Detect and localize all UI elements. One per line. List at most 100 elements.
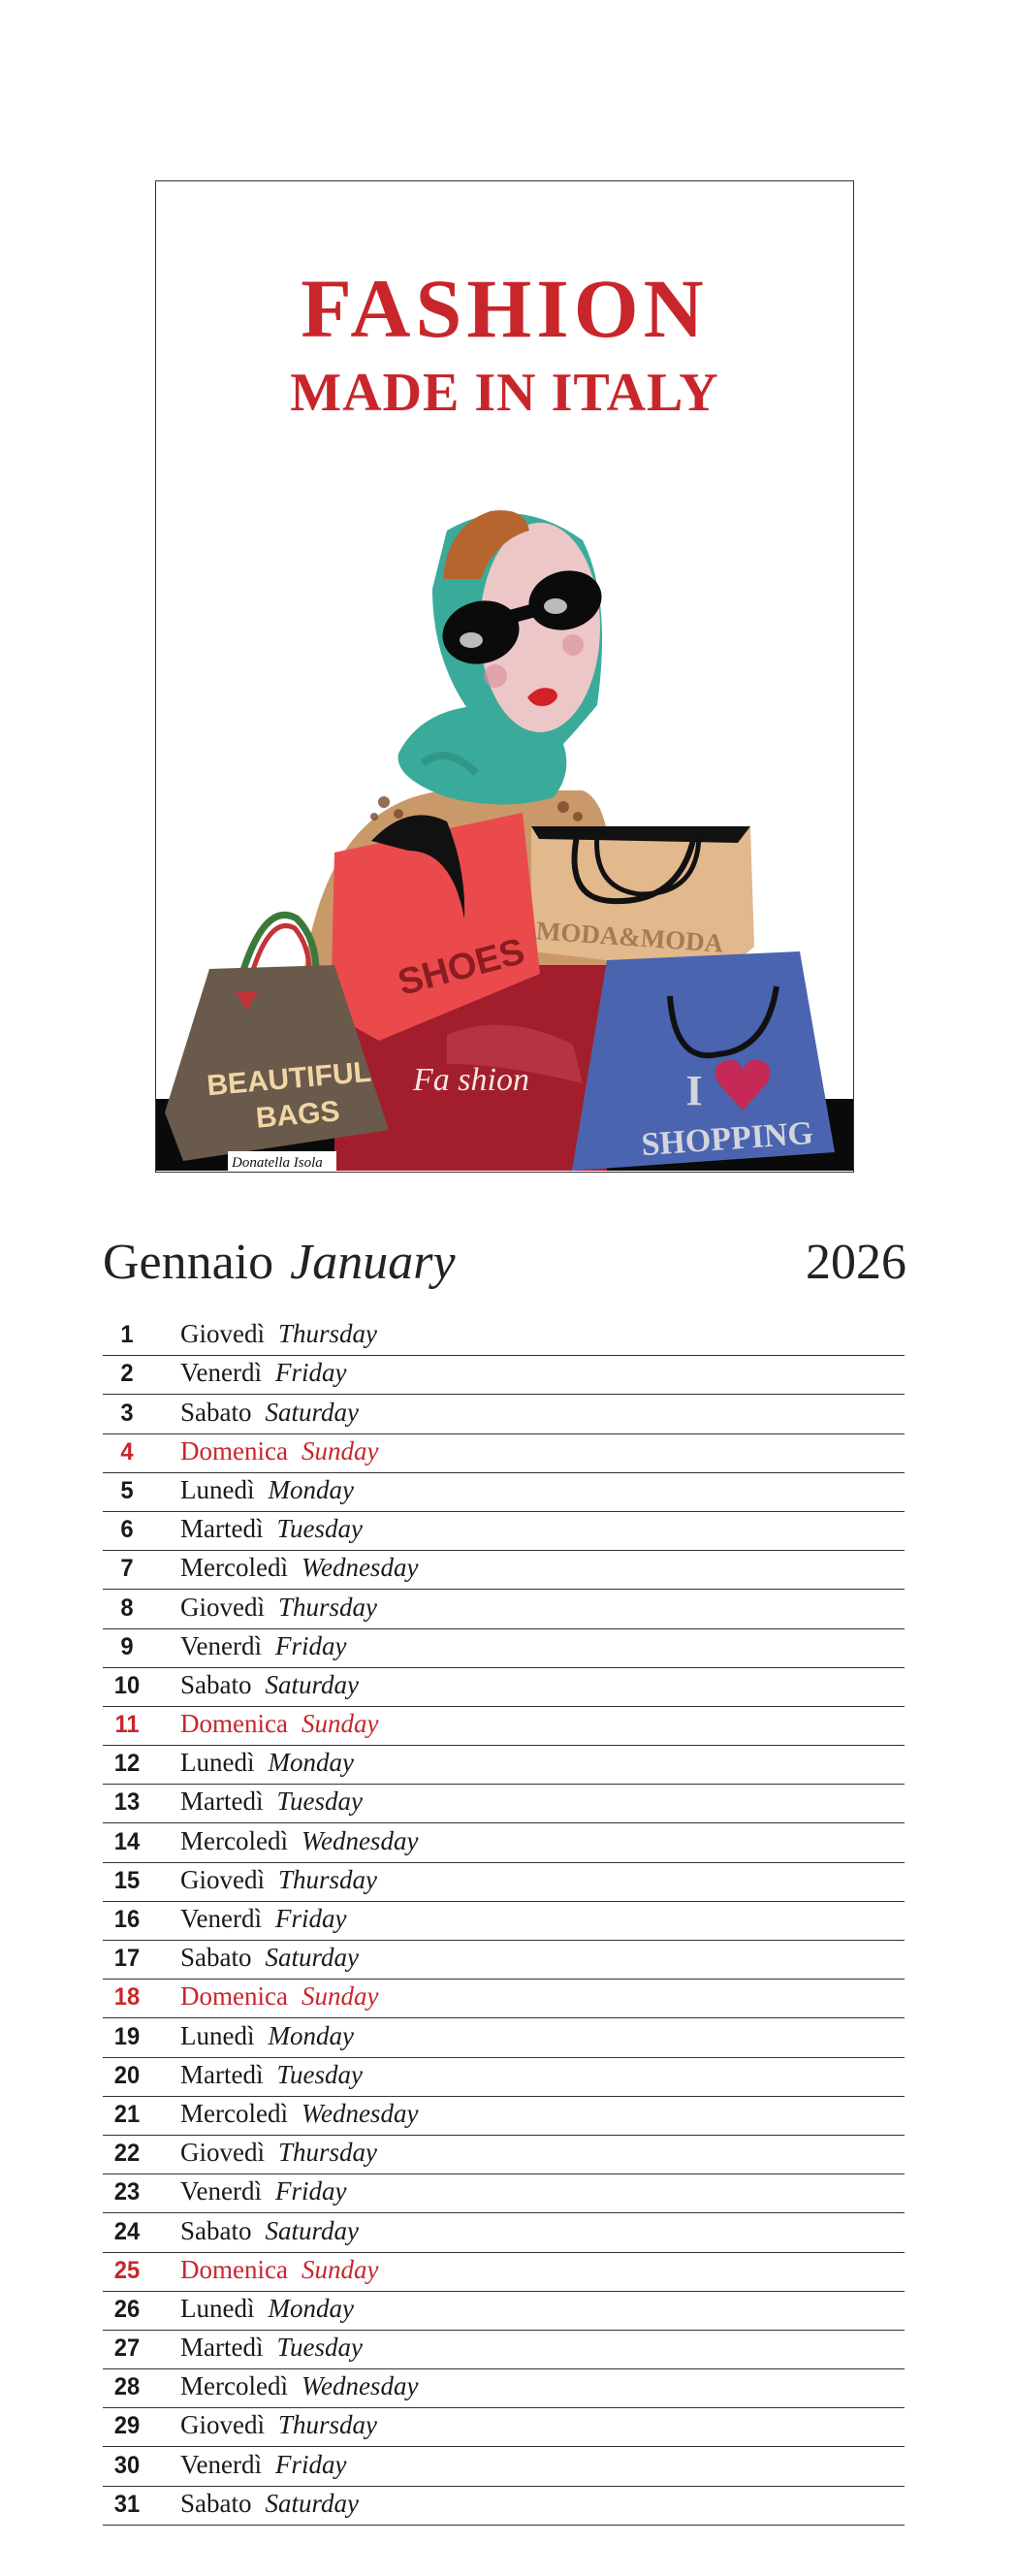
month-english: January — [290, 1235, 456, 1290]
day-name-english: Wednesday — [301, 2371, 419, 2401]
day-name-italian: Lunedì — [180, 2020, 255, 2050]
day-row: 27 Martedì Tuesday — [103, 2331, 905, 2370]
day-name-english: Tuesday — [276, 1514, 363, 1544]
day-row: 5 Lunedì Monday — [103, 1473, 905, 1512]
day-number: 8 — [120, 1594, 134, 1622]
day-name-english: Friday — [274, 2176, 347, 2206]
day-row: 20 Martedì Tuesday — [103, 2058, 905, 2097]
day-name-english: Monday — [268, 2020, 354, 2050]
day-row: 24 Sabato Saturday — [103, 2213, 905, 2253]
day-number: 26 — [113, 2295, 141, 2323]
day-name-english: Thursday — [278, 1319, 378, 1349]
day-name-italian: Mercoledì — [180, 2098, 288, 2128]
day-name-english: Tuesday — [276, 2333, 363, 2363]
day-number: 15 — [113, 1866, 141, 1894]
day-number: 3 — [120, 1399, 134, 1427]
day-name-italian: Sabato — [180, 1943, 252, 1973]
day-name-english: Sunday — [301, 2254, 379, 2284]
day-number: 19 — [113, 2022, 141, 2050]
day-row: 1 Giovedì Thursday — [103, 1317, 905, 1357]
day-name-italian: Giovedì — [180, 2138, 265, 2168]
bags-label: BAGS — [255, 1095, 341, 1134]
artist-signature: Donatella Isola — [231, 1155, 323, 1171]
day-name-english: Saturday — [265, 1669, 360, 1699]
day-number: 28 — [113, 2373, 141, 2401]
day-row: 28 Mercoledì Wednesday — [103, 2369, 905, 2409]
day-row: 25 Domenica Sunday — [103, 2253, 905, 2292]
poster-title: FASHION — [301, 262, 709, 355]
day-name-english: Tuesday — [276, 2059, 363, 2089]
beautiful-bags-bag — [165, 965, 389, 1161]
day-number: 12 — [113, 1750, 141, 1778]
day-name-italian: Venerdì — [180, 1630, 262, 1660]
day-number: 10 — [113, 1671, 141, 1699]
day-name-italian: Venerdì — [180, 2176, 262, 2206]
day-name-english: Thursday — [278, 2138, 378, 2168]
day-row: 11 Domenica Sunday — [103, 1707, 905, 1747]
day-row: 7 Mercoledì Wednesday — [103, 1551, 905, 1591]
day-name-italian: Martedì — [180, 1514, 264, 1544]
shoes-bag — [331, 813, 540, 1041]
day-name-english: Friday — [274, 1630, 347, 1660]
month-title: Gennaio January — [103, 1238, 456, 1288]
day-row: 2 Venerdì Friday — [103, 1356, 905, 1396]
day-name-english: Friday — [274, 1358, 347, 1388]
day-name-english: Saturday — [265, 1397, 360, 1427]
day-name-english: Sunday — [301, 1981, 379, 2012]
poster-subtitle: MADE IN ITALY — [290, 363, 719, 423]
day-name-english: Sunday — [301, 1709, 379, 1739]
day-row: 31 Sabato Saturday — [103, 2487, 905, 2526]
day-name-english: Saturday — [265, 2215, 360, 2245]
heart-icon — [714, 1059, 771, 1111]
lips — [527, 688, 557, 706]
day-number: 20 — [113, 2061, 141, 2089]
day-name-english: Monday — [268, 1748, 354, 1778]
day-row: 13 Martedì Tuesday — [103, 1785, 905, 1824]
day-number: 23 — [113, 2178, 141, 2206]
day-row: 23 Venerdì Friday — [103, 2174, 905, 2214]
day-number: 14 — [113, 1827, 141, 1855]
day-number: 6 — [120, 1516, 134, 1544]
day-name-italian: Giovedì — [180, 1864, 265, 1894]
day-number: 4 — [120, 1437, 134, 1465]
day-name-italian: Lunedì — [180, 2293, 255, 2323]
i-label: I — [685, 1067, 702, 1114]
day-name-english: Wednesday — [301, 1825, 419, 1855]
day-name-english: Monday — [268, 1474, 354, 1504]
day-name-italian: Domenica — [180, 1981, 288, 2012]
day-name-italian: Venerdì — [180, 1358, 262, 1388]
day-number: 11 — [114, 1711, 140, 1739]
day-row: 19 Lunedì Monday — [103, 2018, 905, 2058]
day-number: 2 — [120, 1360, 134, 1388]
day-number: 30 — [113, 2451, 141, 2479]
day-row: 18 Domenica Sunday — [103, 1980, 905, 2019]
day-name-italian: Sabato — [180, 1397, 252, 1427]
day-row: 21 Mercoledì Wednesday — [103, 2097, 905, 2136]
day-name-italian: Giovedì — [180, 1319, 265, 1349]
day-row: 14 Mercoledì Wednesday — [103, 1823, 905, 1863]
day-name-english: Friday — [274, 1904, 347, 1933]
day-name-english: Tuesday — [276, 1787, 363, 1817]
day-name-italian: Martedì — [180, 1787, 264, 1817]
day-number: 16 — [113, 1906, 141, 1933]
day-number: 27 — [113, 2334, 141, 2363]
day-name-italian: Giovedì — [180, 1592, 265, 1622]
day-row: 9 Venerdì Friday — [103, 1629, 905, 1668]
day-number: 21 — [113, 2100, 141, 2128]
day-number: 1 — [120, 1321, 134, 1349]
day-number: 24 — [113, 2217, 141, 2245]
day-name-italian: Mercoledì — [180, 2371, 288, 2401]
day-row: 17 Sabato Saturday — [103, 1941, 905, 1980]
day-name-english: Sunday — [301, 1435, 379, 1465]
day-number: 13 — [113, 1788, 141, 1817]
day-row: 8 Giovedì Thursday — [103, 1590, 905, 1629]
day-name-english: Saturday — [265, 1943, 360, 1973]
day-row: 12 Lunedì Monday — [103, 1746, 905, 1786]
fashion-illustration: Fa shion MODA&MODA SHOES BEAUTIFUL BAGS … — [156, 510, 853, 1171]
day-row: 15 Giovedì Thursday — [103, 1863, 905, 1902]
hair — [443, 510, 529, 579]
day-name-italian: Domenica — [180, 1435, 288, 1465]
day-name-english: Wednesday — [301, 2098, 419, 2128]
day-number: 17 — [113, 1945, 141, 1973]
day-number: 29 — [113, 2412, 141, 2440]
